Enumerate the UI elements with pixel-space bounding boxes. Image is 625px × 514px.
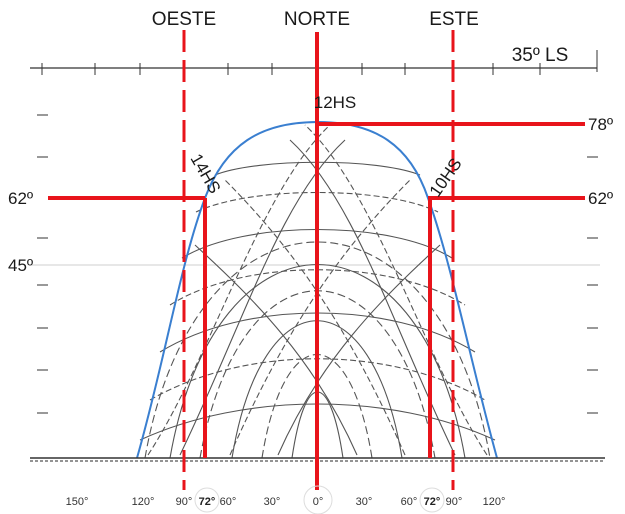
zero-azimuth-highlight [303, 485, 333, 514]
west-label: OESTE [152, 9, 216, 30]
morning-hour-label: 10HS [426, 155, 466, 201]
noon-altitude-label: 78º [588, 115, 613, 134]
reference-altitude-label: 45º [8, 256, 33, 275]
azimuth-tick-label: 72° [199, 496, 216, 508]
east-label: ESTE [429, 9, 479, 30]
azimuth-tick-label: 90° [176, 496, 193, 508]
latitude-label: 35º LS [512, 45, 569, 66]
east-72-highlight [419, 487, 445, 513]
azimuth-tick-label: 120° [132, 496, 155, 508]
left-altitude-label: 62º [8, 189, 33, 208]
azimuth-tick-label: 120° [483, 496, 506, 508]
azimuth-tick-label: 150° [66, 496, 89, 508]
north-label: NORTE [284, 9, 350, 30]
right-altitude-label: 62º [588, 189, 613, 208]
top-axis [30, 50, 598, 75]
azimuth-tick-label: 0° [313, 496, 324, 508]
west-72-highlight [194, 487, 220, 513]
azimuth-tick-label: 60° [401, 496, 418, 508]
azimuth-tick-label: 30° [264, 496, 281, 508]
azimuth-tick-label: 72° [424, 496, 441, 508]
noon-hour-label: 12HS [314, 93, 357, 112]
azimuth-tick-label: 60° [220, 496, 237, 508]
right-axis-ticks [587, 156, 598, 414]
left-axis-ticks [37, 114, 48, 414]
azimuth-tick-label: 90° [446, 496, 463, 508]
azimuth-tick-label: 30° [356, 496, 373, 508]
